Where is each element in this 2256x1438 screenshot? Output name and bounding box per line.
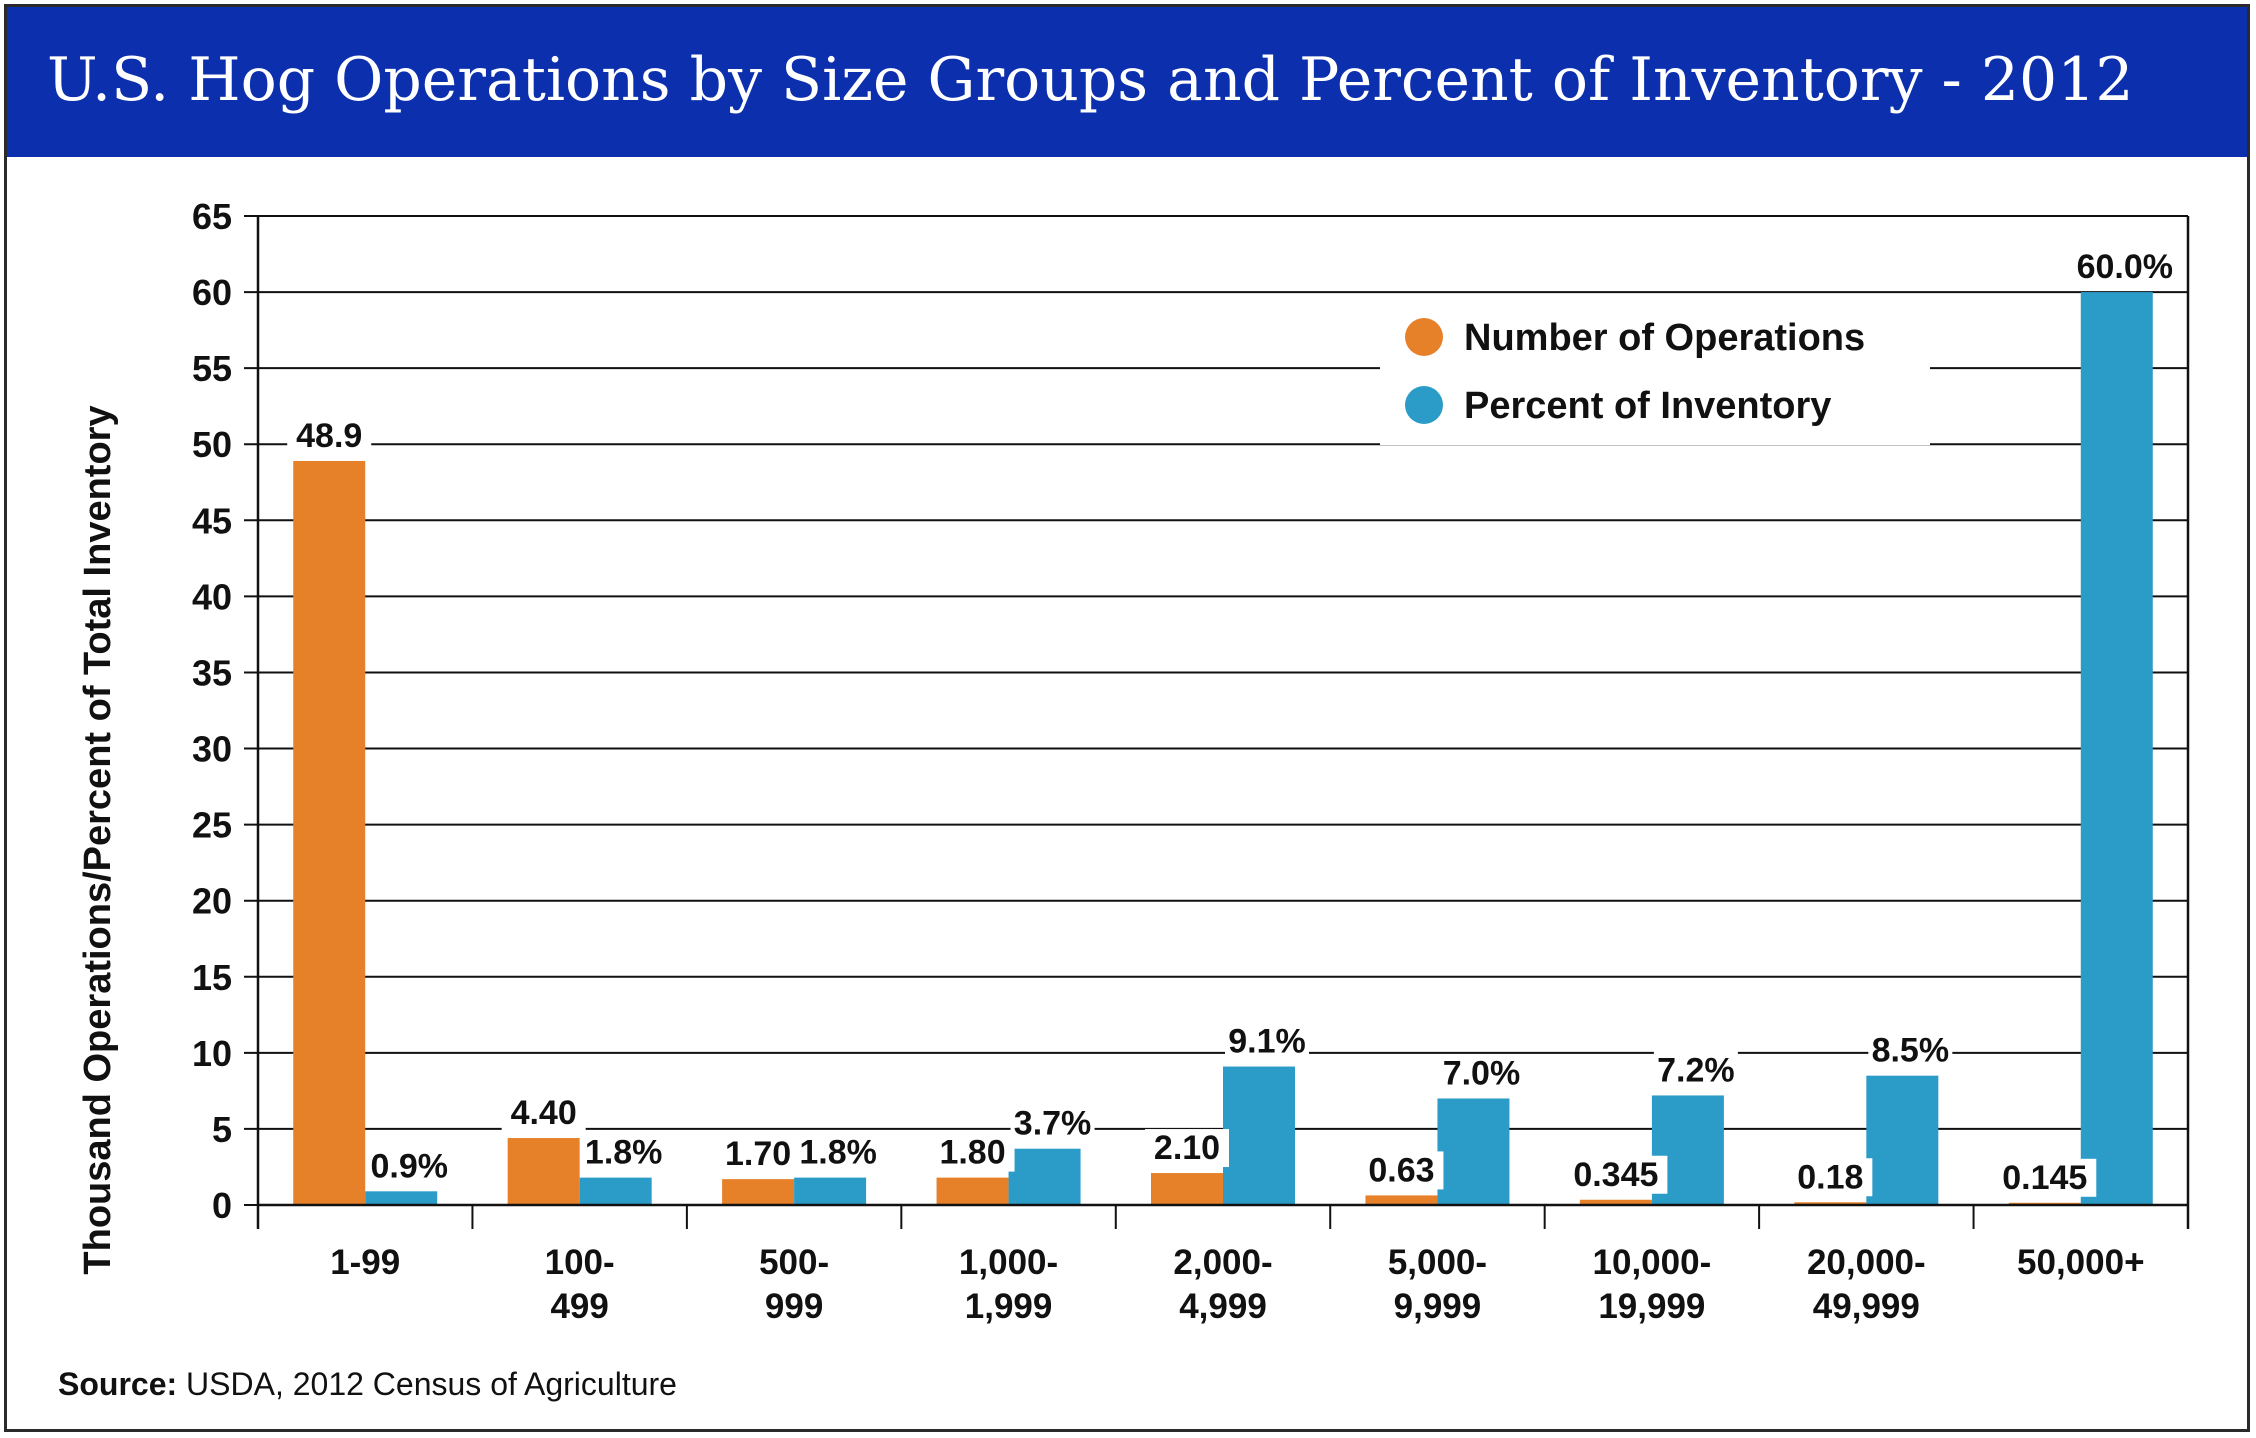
y-tick-label: 0 (212, 1185, 232, 1226)
legend: Number of Operations Percent of Inventory (1380, 317, 1930, 445)
y-tick-label: 65 (192, 196, 232, 237)
y-tick-label: 45 (192, 500, 232, 541)
data-label-bg (930, 1133, 1015, 1172)
bar (2080, 292, 2153, 1206)
data-label-bg (287, 416, 372, 455)
x-tick-label: 10,000- (1593, 1243, 1712, 1282)
x-tick-label: 4,999 (1179, 1287, 1267, 1326)
legend-label: Number of Operations (1464, 317, 1865, 359)
chart-title: U.S. Hog Operations by Size Groups and P… (47, 45, 2134, 115)
x-tick-label: 5,000- (1388, 1243, 1487, 1282)
data-labels: 48.90.9%4.401.8% 1.70 1.8% 1.803.7%2.109.1%… (287, 248, 2177, 1197)
bar (1365, 1195, 1438, 1205)
x-tick-label: 499 (550, 1287, 608, 1326)
data-label: 48.9 (296, 417, 362, 455)
data-label-bg (1439, 1054, 1524, 1093)
bar (579, 1177, 652, 1205)
y-tick-label: 30 (192, 729, 232, 770)
y-tick-label: 20 (192, 881, 232, 922)
data-label-bg (2073, 248, 2177, 287)
data-label-bg (1359, 1151, 1444, 1190)
legend-swatch (1405, 386, 1443, 424)
bar (507, 1138, 580, 1205)
y-axis-title: Thousand Operations/Percent of Total Inv… (77, 405, 119, 1274)
x-tick-label: 2,000- (1173, 1243, 1272, 1282)
data-label-bg (1010, 1104, 1095, 1143)
y-tick-label: 55 (192, 348, 232, 389)
y-tick-label: 40 (192, 576, 232, 617)
data-label-bg (716, 1135, 801, 1174)
data-label-bg (367, 1147, 452, 1186)
data-label: 0.345 (1573, 1156, 1658, 1194)
bar (1794, 1202, 1867, 1205)
x-tick-label: 500- (759, 1243, 829, 1282)
bars (293, 292, 2153, 1206)
x-tick-label: 1,000- (959, 1243, 1058, 1282)
data-label: 1.8% (799, 1134, 877, 1172)
data-label: 4.40 (511, 1094, 577, 1132)
x-tick-label: 999 (765, 1287, 823, 1326)
data-label: 2.10 (1154, 1129, 1220, 1167)
data-label: 1.70 (725, 1135, 791, 1173)
data-label-bg (1145, 1129, 1229, 1168)
bar (1437, 1098, 1510, 1205)
x-tick-label: 1-99 (330, 1243, 400, 1282)
bar (1866, 1075, 1939, 1205)
x-tick-label: 50,000+ (2017, 1243, 2145, 1282)
data-label: 0.9% (370, 1147, 448, 1185)
data-label-bg (1993, 1158, 2097, 1197)
data-label: 1.80 (939, 1134, 1005, 1172)
bar (293, 460, 366, 1206)
data-label: 3.7% (1014, 1105, 1092, 1143)
x-tick-label: 100- (545, 1243, 615, 1282)
title-bar: U.S. Hog Operations by Size Groups and P… (7, 7, 2247, 157)
bar (936, 1177, 1009, 1205)
legend-swatch (1405, 318, 1443, 356)
bar (1223, 1066, 1295, 1205)
legend-box (1380, 320, 1930, 445)
data-label-bg (1564, 1155, 1668, 1194)
data-label-bg (581, 1133, 666, 1172)
axes: 0 5 10 15 20 25 30 35 40 45 50 55 60 65 1-99 100- 499 500… (192, 196, 2190, 1326)
data-label-bg (1868, 1031, 1953, 1070)
data-label: 1.8% (585, 1134, 663, 1172)
y-tick-label: 50 (192, 424, 232, 465)
x-tick-label: 19,999 (1598, 1287, 1705, 1326)
bar (1008, 1148, 1081, 1205)
bar (1151, 1173, 1223, 1205)
source-note: Source: USDA, 2012 Census of Agriculture (58, 1366, 677, 1403)
data-label: 7.2% (1657, 1051, 1735, 1089)
data-label-bg (1653, 1051, 1738, 1090)
y-tick-label: 10 (192, 1033, 232, 1074)
y-tick-label: 5 (212, 1109, 232, 1150)
x-tick-label: 9,999 (1394, 1287, 1482, 1326)
source-text: USDA, 2012 Census of Agriculture (186, 1366, 677, 1402)
data-label-bg (796, 1133, 881, 1172)
x-tick-label: 1,999 (965, 1287, 1053, 1326)
y-tick-label: 60 (192, 272, 232, 313)
bar (1579, 1199, 1652, 1205)
data-label: 9.1% (1228, 1023, 1306, 1061)
y-tick-label: 35 (192, 652, 232, 693)
y-tick-label: 15 (192, 957, 232, 998)
data-label: 0.18 (1797, 1158, 1863, 1196)
legend-label: Percent of Inventory (1464, 385, 1831, 427)
bar (722, 1179, 795, 1205)
data-label-bg (1225, 1022, 1309, 1061)
data-label-bg (501, 1094, 586, 1133)
bar (365, 1191, 438, 1205)
data-label: 8.5% (1872, 1032, 1950, 1070)
data-label: 0.145 (2002, 1159, 2087, 1197)
bar (794, 1177, 867, 1205)
y-tick-label: 25 (192, 805, 232, 846)
source-label: Source: (58, 1366, 178, 1402)
data-label: 7.0% (1443, 1054, 1521, 1092)
data-label: 60.0% (2077, 248, 2173, 286)
x-tick-label: 20,000- (1807, 1243, 1926, 1282)
data-label: 0.63 (1368, 1151, 1434, 1189)
x-tick-label: 49,999 (1813, 1287, 1920, 1326)
data-label-bg (1788, 1158, 1873, 1197)
